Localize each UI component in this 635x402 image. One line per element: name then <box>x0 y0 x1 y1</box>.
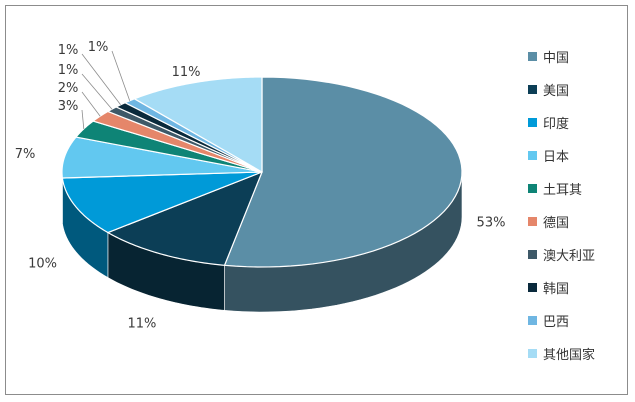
legend-label: 日本 <box>543 150 570 165</box>
slice-8 <box>124 98 263 173</box>
data-label-3: 7% <box>15 147 36 162</box>
data-label-8: 1% <box>88 40 109 55</box>
legend-swatch <box>528 184 537 193</box>
legend-swatch <box>528 283 537 292</box>
legend-label: 美国 <box>543 84 570 99</box>
data-label-1: 11% <box>127 317 156 332</box>
legend: 中国美国印度日本土耳其德国澳大利亚韩国巴西其他国家 <box>528 40 595 370</box>
legend-item-7: 韩国 <box>528 271 595 304</box>
leader-line-4 <box>81 109 85 129</box>
data-label-7: 1% <box>58 43 79 58</box>
leader-line-8 <box>111 50 131 101</box>
legend-label: 印度 <box>543 117 570 132</box>
slice-7 <box>115 102 263 173</box>
legend-swatch <box>528 349 537 358</box>
legend-item-6: 澳大利亚 <box>528 238 595 271</box>
legend-label: 德国 <box>543 216 570 231</box>
leader-line-5 <box>81 91 101 117</box>
data-label-2: 10% <box>28 256 57 271</box>
legend-swatch <box>528 217 537 226</box>
leader-lines <box>81 50 131 129</box>
legend-item-3: 日本 <box>528 139 595 172</box>
data-label-5: 2% <box>58 81 79 96</box>
slice-3 <box>61 136 263 179</box>
legend-label: 巴西 <box>543 315 570 330</box>
legend-item-9: 其他国家 <box>528 337 595 370</box>
leader-line-7 <box>81 53 121 106</box>
legend-label: 土耳其 <box>543 183 583 198</box>
legend-item-5: 德国 <box>528 205 595 238</box>
slice-9 <box>133 76 263 173</box>
data-labels: 53% 11% 10% 7% 3% 2% 1% 1% 1% 11% <box>15 40 506 332</box>
slice-2 <box>61 171 263 234</box>
legend-swatch <box>528 316 537 325</box>
legend-item-4: 土耳其 <box>528 172 595 205</box>
legend-label: 韩国 <box>543 282 570 297</box>
legend-label: 其他国家 <box>543 348 596 363</box>
slice-1 <box>107 171 263 266</box>
legend-swatch <box>528 118 537 127</box>
data-label-0: 53% <box>477 215 506 230</box>
leader-line-6 <box>81 73 113 110</box>
data-label-9: 11% <box>172 65 201 80</box>
legend-swatch <box>528 52 537 61</box>
legend-label: 中国 <box>543 51 570 66</box>
legend-label: 澳大利亚 <box>543 249 596 264</box>
slice-0 <box>223 76 463 268</box>
legend-item-0: 中国 <box>528 40 595 73</box>
legend-item-1: 美国 <box>528 73 595 106</box>
legend-item-2: 印度 <box>528 106 595 139</box>
data-label-4: 3% <box>58 99 79 114</box>
legend-item-8: 巴西 <box>528 304 595 337</box>
legend-swatch <box>528 151 537 160</box>
data-label-6: 1% <box>58 63 79 78</box>
legend-swatch <box>528 250 537 259</box>
pie-tops <box>61 76 463 268</box>
legend-swatch <box>528 85 537 94</box>
